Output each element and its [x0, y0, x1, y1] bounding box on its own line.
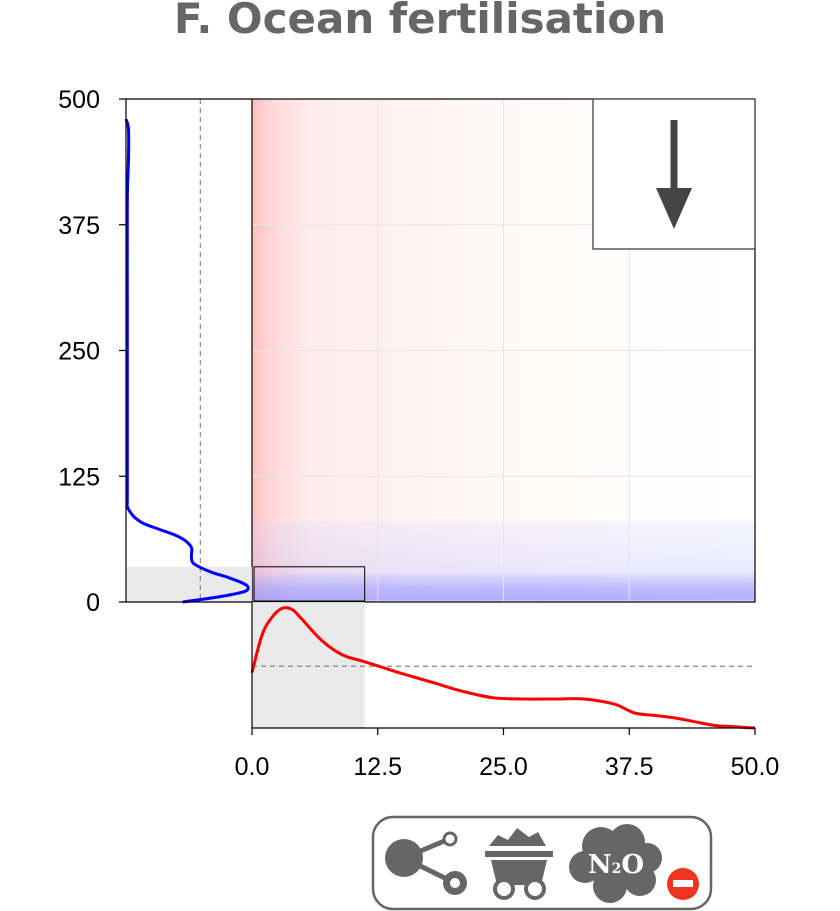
x-tick-label-0: 0.0: [235, 753, 270, 781]
y-marginal-panel: 0 125 250 375 500: [58, 86, 252, 617]
x-marginal-shade: [252, 602, 365, 728]
highlight-box: [253, 566, 366, 602]
y-tick-label-0: 0: [86, 589, 100, 617]
y-tick-label-3: 375: [58, 212, 100, 240]
main-panel-frame: [251, 98, 756, 603]
main-panel: [251, 98, 756, 603]
x-tick-label-4: 50.0: [731, 753, 780, 781]
y-tick-label-2: 250: [58, 338, 100, 366]
n2o-cloud-icon: N2O: [569, 824, 662, 903]
svg-text:N2O: N2O: [588, 850, 644, 880]
y-marginal-shade: [126, 566, 252, 602]
n2o-label: N: [588, 850, 612, 880]
x-marginal-panel: 0.0 12.5 25.0 37.5 50.0: [235, 602, 780, 781]
x-tick-label-3: 37.5: [605, 753, 654, 781]
n2o-subscript: 2: [612, 861, 622, 877]
chart-title: F. Ocean fertilisation: [174, 0, 666, 43]
y-tick-label-4: 500: [58, 86, 100, 114]
y-ticks: 0 125 250 375 500: [58, 86, 126, 617]
indicator-box: [592, 98, 756, 250]
footer-icon-box: N2O: [371, 815, 713, 911]
minus-icon: [667, 868, 699, 900]
molecule-icon: [385, 831, 467, 895]
x-tick-label-2: 25.0: [479, 753, 528, 781]
coal-cart-icon: [485, 828, 553, 900]
n2o-suffix: O: [621, 850, 644, 880]
y-tick-label-1: 125: [58, 463, 100, 491]
y-density-curve: [124, 118, 250, 604]
down-arrow-icon: [656, 120, 692, 229]
x-ticks: 0.0 12.5 25.0 37.5 50.0: [235, 728, 780, 781]
x-tick-label-1: 12.5: [353, 753, 402, 781]
x-density-curve: [250, 606, 756, 730]
